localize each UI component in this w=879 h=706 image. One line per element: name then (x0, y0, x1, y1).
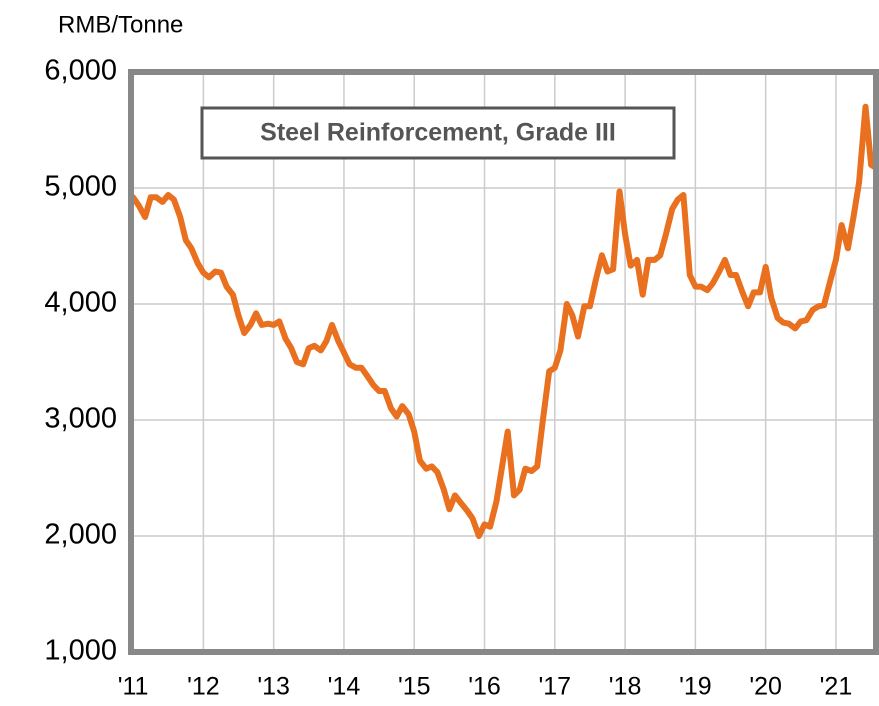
x-tick-label: '17 (539, 673, 572, 701)
y-axis-label: RMB/Tonne (58, 11, 183, 38)
y-tick-label: 5,000 (44, 171, 117, 203)
y-tick-label: 4,000 (44, 287, 117, 319)
x-tick-label: '14 (328, 673, 361, 701)
title-box (200, 106, 676, 160)
chart-title: Steel Reinforcement, Grade III (260, 119, 616, 147)
x-tick-label: '16 (468, 673, 501, 701)
x-tick-label: '13 (257, 673, 290, 701)
x-tick-label: '18 (609, 673, 642, 701)
x-tick-label: '20 (749, 673, 782, 701)
y-tick-label: 2,000 (44, 519, 117, 551)
x-tick-label: '11 (118, 673, 149, 701)
x-tick-label: '12 (187, 673, 220, 701)
plot-lines (131, 103, 879, 539)
data-line (131, 103, 879, 539)
plot-frame (128, 69, 879, 655)
tick-labels: 1,000 2,000 3,000 4,000 5,000 6,000 '11 '12 '13 '… (44, 55, 852, 701)
y-tick-label: 1,000 (44, 635, 117, 667)
x-tick-label: '21 (820, 673, 853, 701)
y-tick-label: 6,000 (44, 55, 117, 87)
x-tick-label: '15 (398, 673, 431, 701)
x-tick-label: '19 (679, 673, 712, 701)
y-tick-label: 3,000 (44, 403, 117, 435)
